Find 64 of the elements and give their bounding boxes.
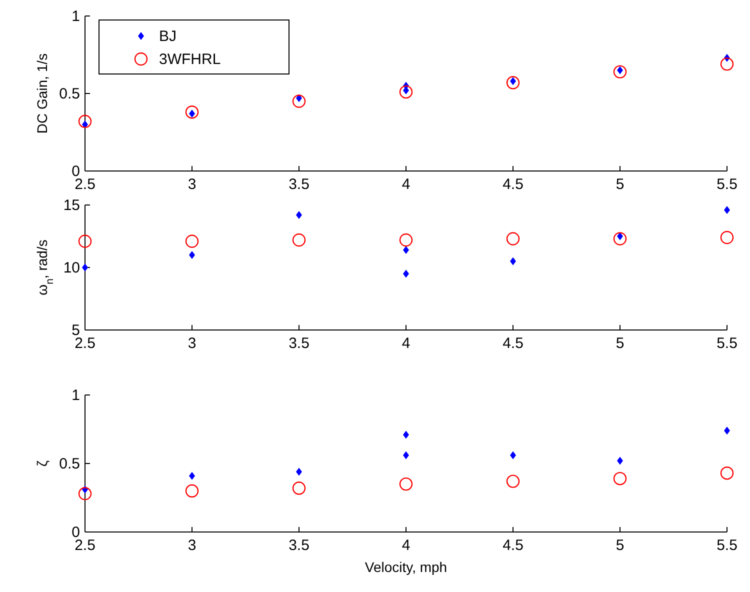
x-tick-label: 5.5 [716, 335, 738, 352]
point [296, 468, 302, 476]
point [292, 482, 306, 495]
point [403, 451, 409, 460]
point [189, 251, 195, 259]
point [506, 474, 520, 488]
x-tick-label: 4.5 [502, 537, 524, 554]
x-tick-label: 5.5 [716, 537, 738, 554]
y-tick-label: 1 [72, 387, 80, 404]
point [185, 106, 199, 119]
point [292, 233, 306, 247]
x-tick-label: 3.5 [288, 537, 310, 554]
point [720, 57, 734, 71]
legend-label: 3WFHRL [159, 51, 221, 68]
point [78, 487, 92, 500]
y-tick-label: 0.5 [59, 456, 80, 472]
point [78, 234, 92, 248]
x-tick-label: 3 [188, 176, 196, 193]
point [613, 65, 627, 78]
x-tick-label: 4 [402, 335, 410, 352]
x-tick-label: 5.5 [716, 176, 738, 193]
y-tick-label: 1 [72, 8, 80, 25]
point [617, 456, 623, 465]
x-tick-label: 3.5 [288, 335, 310, 352]
x-tick-label: 5 [616, 176, 624, 193]
point [510, 451, 516, 460]
x-tick-label: 3 [188, 335, 196, 352]
x-tick-label: 3.5 [288, 176, 310, 193]
x-tick-label: 4 [402, 537, 410, 554]
point [399, 85, 413, 99]
point [403, 430, 409, 439]
point [82, 264, 88, 272]
point [403, 246, 409, 254]
point [613, 472, 627, 486]
y-axis-title: ζ [34, 460, 50, 467]
point [296, 211, 302, 219]
legend-label: BJ [159, 28, 177, 45]
y-axis-title: DC Gain, 1/s [34, 53, 50, 134]
point [292, 94, 306, 108]
point [189, 472, 195, 480]
x-tick-label: 4.5 [502, 176, 524, 193]
point [506, 232, 520, 246]
x-tick-label: 5 [616, 335, 624, 352]
x-axis-title: Velocity, mph [364, 559, 448, 575]
point [185, 234, 199, 248]
point [506, 76, 520, 90]
point [613, 232, 627, 246]
point [724, 206, 730, 214]
point [399, 477, 413, 491]
y-tick-label: 15 [63, 197, 80, 214]
point [720, 466, 734, 480]
x-tick-label: 4.5 [502, 335, 524, 352]
point [78, 114, 92, 128]
point [399, 233, 413, 247]
y-tick-label: 0.5 [59, 86, 80, 102]
x-tick-label: 3 [188, 537, 196, 554]
point [510, 257, 516, 266]
x-tick-label: 5 [616, 537, 624, 554]
y-tick-label: 10 [63, 260, 80, 276]
x-tick-label: 4 [402, 176, 410, 193]
point [724, 426, 730, 435]
point [185, 484, 199, 498]
point [720, 230, 734, 244]
point [403, 270, 409, 278]
